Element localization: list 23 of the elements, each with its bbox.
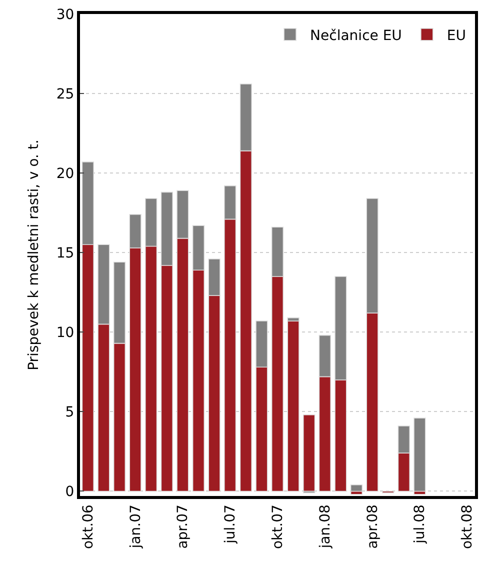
y-tick-label: 10 — [56, 325, 74, 342]
bar — [414, 418, 426, 492]
x-tick-label: okt.07 — [270, 504, 286, 550]
y-tick-label: 20 — [56, 166, 74, 182]
legend-label: EU — [446, 28, 466, 44]
x-tick-label: apr.07 — [175, 504, 192, 549]
y-tick-label: 5 — [65, 404, 74, 421]
x-tick-label: jan.08 — [317, 504, 334, 550]
y-tick-label: 15 — [56, 246, 74, 262]
x-tick-label: jul.07 — [222, 504, 239, 545]
y-axis-title: Prispevek k medletni rasti, v o. t. — [26, 140, 42, 370]
y-tick-label: 25 — [56, 86, 74, 102]
y-tick-label: 30 — [56, 6, 74, 23]
x-tick-label: okt.08 — [460, 504, 476, 550]
x-tick-label: jan.07 — [128, 504, 144, 550]
bar — [287, 320, 300, 492]
x-tick-label: jul.08 — [412, 504, 428, 545]
legend-label: Nečlanice EU — [310, 28, 402, 44]
bar — [350, 484, 363, 492]
y-tick-label: 0 — [65, 484, 74, 500]
x-tick-label: apr.08 — [364, 504, 381, 549]
x-tick-label: okt.06 — [80, 504, 96, 550]
bar — [303, 414, 316, 492]
